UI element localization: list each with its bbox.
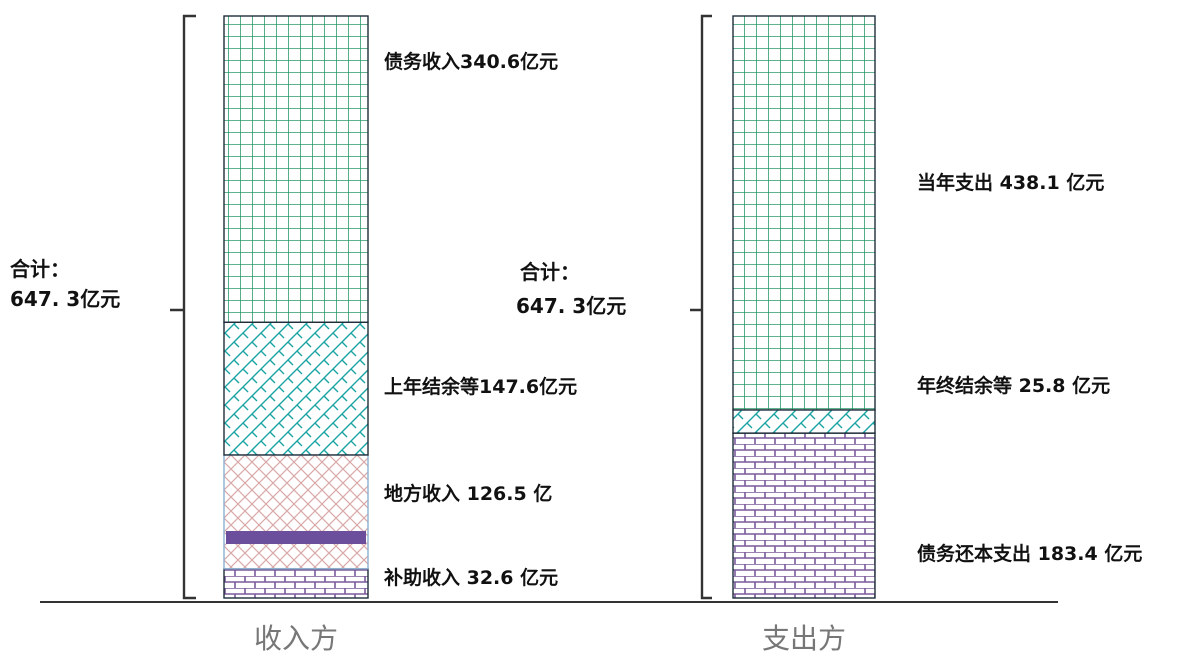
bar-segment-0-0 — [223, 567, 369, 599]
segment-label-0-2: 上年结余等147.6亿元 — [384, 375, 577, 398]
bar-segment-0-3 — [223, 15, 369, 323]
left-total-brace — [170, 14, 196, 600]
bars-group — [223, 15, 876, 599]
bar-segment-1-2 — [732, 15, 876, 411]
segment-label-0-0: 补助收入 32.6 亿元 — [384, 566, 558, 589]
middle-total-title: 合计： — [520, 260, 580, 284]
right-total-brace — [690, 14, 712, 600]
bar-segment-1-1 — [732, 409, 876, 434]
left-total-title: 合计： — [10, 257, 70, 281]
segment-label-0-1: 地方收入 126.5 亿 — [384, 482, 552, 505]
segment-label-1-2: 当年支出 438.1 亿元 — [917, 171, 1104, 194]
bar-segment-0-1 — [223, 454, 369, 570]
segment-label-1-0: 债务还本支出 183.4 亿元 — [917, 542, 1142, 565]
segment-label-1-1: 年终结余等 25.8 亿元 — [917, 374, 1110, 397]
bar-segment-0-2 — [223, 321, 369, 456]
bar-segment-1-0 — [732, 432, 876, 599]
category-label-income: 收入方 — [254, 622, 338, 655]
middle-total-value: 647. 3亿元 — [516, 294, 626, 318]
segment-label-0-3: 债务收入340.6亿元 — [384, 50, 558, 73]
category-label-expense: 支出方 — [762, 622, 846, 655]
left-total-value: 647. 3亿元 — [10, 287, 120, 311]
subsidy-highlight-band — [226, 531, 366, 544]
